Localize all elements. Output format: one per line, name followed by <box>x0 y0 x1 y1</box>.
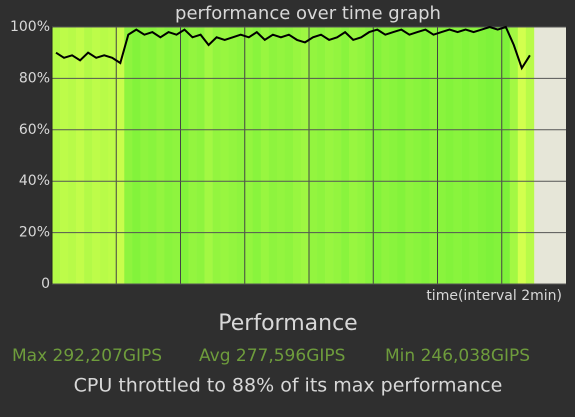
stat-max: Max 292,207GIPS <box>12 346 162 366</box>
sample-stripe <box>276 27 286 284</box>
sample-stripe <box>461 27 470 284</box>
sample-stripe <box>212 27 221 284</box>
sample-stripe <box>317 27 326 284</box>
sample-stripe <box>517 27 527 284</box>
sample-stripe <box>124 27 133 284</box>
sample-stripe <box>509 27 519 284</box>
sample-stripe <box>196 27 205 284</box>
y-tick-label: 40% <box>19 173 50 189</box>
chart-title: performance over time graph <box>175 3 441 24</box>
sample-stripe <box>292 27 302 284</box>
sample-stripe <box>309 27 318 284</box>
sample-stripe <box>52 27 61 284</box>
sample-stripe <box>100 27 109 284</box>
sample-stripe <box>300 27 310 284</box>
sample-stripe <box>405 27 414 284</box>
sample-stripe <box>180 27 189 284</box>
sample-stripe <box>373 27 382 284</box>
sample-stripe <box>341 27 350 284</box>
sample-stripe <box>188 27 197 284</box>
sample-stripe <box>469 27 478 284</box>
sample-stripe <box>116 27 125 284</box>
sample-stripe <box>140 27 149 284</box>
sample-stripe <box>349 27 358 284</box>
sample-stripe <box>477 27 486 284</box>
sample-stripe <box>284 27 294 284</box>
sample-stripe <box>485 27 495 284</box>
sample-stripe <box>108 27 117 284</box>
sample-stripe <box>437 27 446 284</box>
sample-stripe <box>268 27 278 284</box>
y-tick-label: 100% <box>10 19 50 35</box>
sample-stripe <box>501 27 511 284</box>
sample-stripe <box>252 27 262 284</box>
sample-stripe <box>244 27 254 284</box>
sample-stripe <box>325 27 334 284</box>
sample-stripe <box>421 27 430 284</box>
sample-stripe <box>365 27 374 284</box>
sample-stripe <box>92 27 101 284</box>
sample-stripe <box>525 27 535 284</box>
sample-stripe <box>164 27 173 284</box>
sample-stripe <box>429 27 438 284</box>
sample-stripe <box>381 27 390 284</box>
stat-min: Min 246,038GIPS <box>385 346 530 366</box>
sample-stripe <box>204 27 213 284</box>
summary-heading: Performance <box>218 311 357 336</box>
sample-stripe <box>333 27 342 284</box>
y-tick-label: 80% <box>19 70 50 86</box>
sample-stripe <box>413 27 422 284</box>
sample-stripe <box>397 27 406 284</box>
sample-stripe <box>60 27 69 284</box>
performance-line <box>55 25 531 71</box>
sample-stripe <box>445 27 454 284</box>
stat-avg: Avg 277,596GIPS <box>199 346 345 366</box>
sample-stripe <box>156 27 165 284</box>
sample-stripe <box>220 27 229 284</box>
throttle-note: CPU throttled to 88% of its max performa… <box>74 375 503 397</box>
sample-stripe <box>228 27 238 284</box>
sample-stripe <box>84 27 93 284</box>
sample-stripe <box>493 27 503 284</box>
sample-stripe <box>236 27 246 284</box>
y-tick-label: 20% <box>19 225 50 241</box>
sample-stripe <box>68 27 77 284</box>
sample-stripe <box>389 27 398 284</box>
sample-stripe <box>357 27 366 284</box>
y-tick-label: 0 <box>41 276 50 292</box>
sample-stripe <box>148 27 157 284</box>
sample-stripe <box>132 27 141 284</box>
sample-stripe <box>453 27 462 284</box>
sample-stripe <box>172 27 181 284</box>
y-tick-label: 60% <box>19 122 50 138</box>
x-axis-label: time(interval 2min) <box>426 288 562 304</box>
sample-stripe <box>76 27 85 284</box>
sample-stripe <box>260 27 270 284</box>
